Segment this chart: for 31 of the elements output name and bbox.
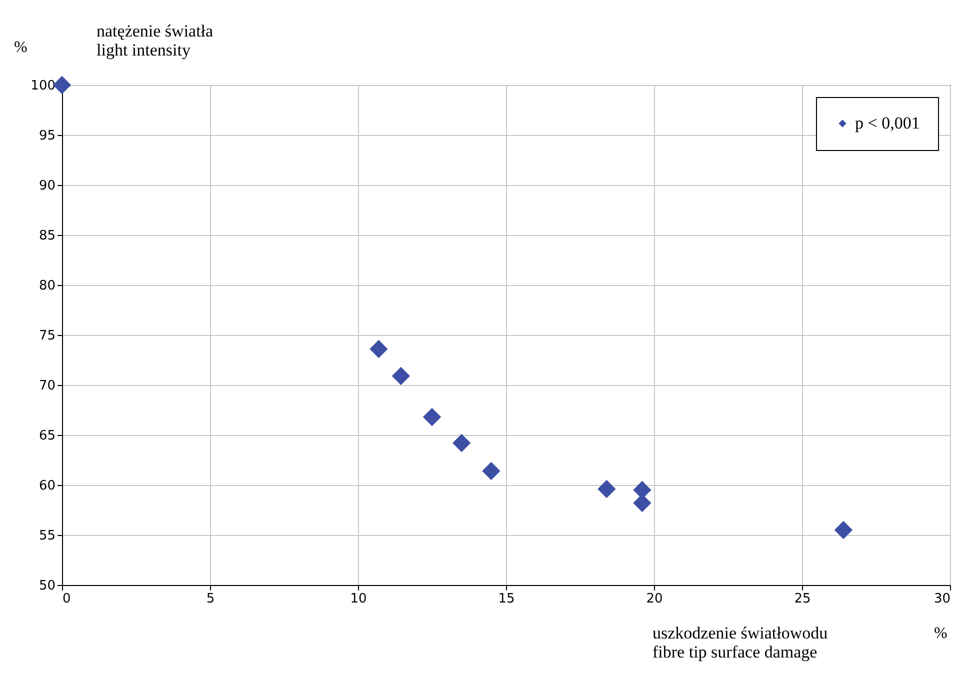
y-tick-label: 80 <box>38 278 56 294</box>
y-tick-label: 75 <box>38 328 56 344</box>
x-tick-label: 5 <box>206 592 215 606</box>
y-tick-label: 100 <box>30 78 56 94</box>
y-tick-label: 60 <box>38 478 56 494</box>
point <box>392 366 410 386</box>
point <box>834 520 853 540</box>
point <box>52 76 72 94</box>
point <box>598 480 616 498</box>
legend-label: p < 0,001 <box>855 114 920 132</box>
y-tick-label: 65 <box>38 428 56 444</box>
x-tick-label: 20 <box>646 592 663 606</box>
x-tick-label: 30 <box>934 592 950 606</box>
text: % <box>14 39 28 56</box>
text: % <box>934 625 948 642</box>
point <box>452 434 471 452</box>
x-tick-label: 0 <box>62 592 71 606</box>
x-tick-label: 15 <box>498 592 515 606</box>
y-axis-title: natężenie światła light intensity <box>96 22 214 60</box>
y-tick-label: 70 <box>38 378 56 394</box>
y-tick-label: 90 <box>38 178 56 194</box>
point <box>422 408 442 426</box>
point <box>482 462 500 480</box>
point <box>370 340 388 358</box>
y-tick-label: 85 <box>38 228 56 244</box>
x-tick-label: 10 <box>350 592 367 606</box>
x-axis-title: uszkodzenie światłowodu fibre tip surface damage <box>652 624 828 662</box>
y-tick-label: 50 <box>38 578 56 594</box>
y-tick-label: 95 <box>38 128 56 144</box>
y-tick-label: 55 <box>38 528 56 544</box>
x-tick-label: 25 <box>794 592 811 606</box>
